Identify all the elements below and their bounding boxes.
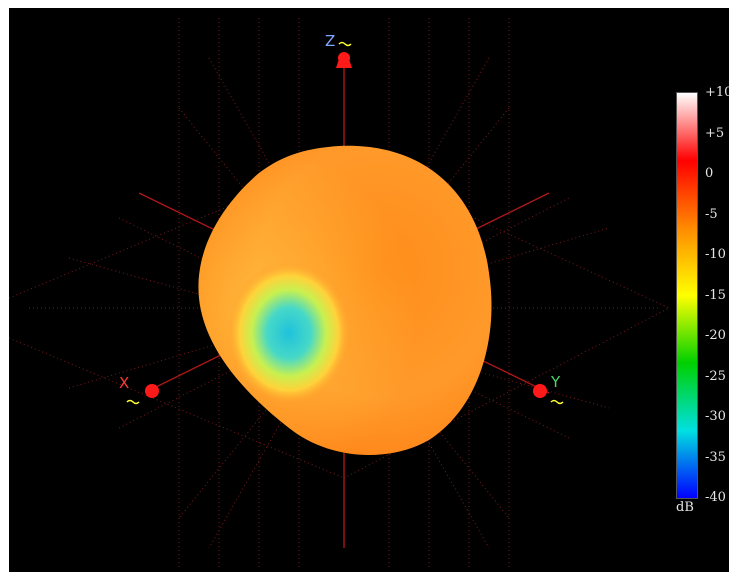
z-axis-handle-icon — [338, 41, 352, 47]
colorbar-tick-label: -5 — [705, 206, 718, 222]
y-axis-handle-icon — [550, 399, 564, 405]
axis-markers — [145, 52, 547, 398]
y-axis-marker-icon — [533, 384, 547, 398]
radiation-pattern-viewport[interactable]: Z X Y +10 +5 0 -5 -10 -15 -20 -25 -30 -35 -40 dB — [9, 8, 729, 572]
pattern-null-region — [227, 261, 351, 405]
y-axis-label: Y — [551, 373, 561, 391]
colorbar-tick-label: -40 — [705, 490, 726, 505]
z-axis-label: Z — [325, 32, 336, 50]
x-axis-handle-icon — [126, 399, 140, 405]
radiation-pattern-surface — [198, 145, 492, 456]
colorbar-tick-label: -35 — [705, 449, 726, 465]
colorbar-tick-label: -15 — [705, 287, 726, 303]
colorbar-unit: dB — [676, 500, 694, 515]
x-axis-label: X — [119, 374, 130, 392]
colorbar-tick-label: -20 — [705, 328, 726, 343]
axis-handles — [126, 41, 564, 405]
colorbar — [676, 92, 698, 499]
colorbar-tick-label: 0 — [705, 166, 714, 181]
colorbar-tick-label: -10 — [705, 247, 726, 262]
colorbar-tick-label: -25 — [705, 368, 726, 384]
colorbar-tick-label: +5 — [705, 125, 725, 141]
z-axis-marker-icon — [338, 52, 350, 64]
colorbar-tick-label: -30 — [705, 409, 726, 424]
radiation-pattern-3d-plot[interactable] — [9, 8, 729, 572]
colorbar-tick-label: +10 — [705, 85, 729, 100]
x-axis-marker-icon — [145, 384, 159, 398]
